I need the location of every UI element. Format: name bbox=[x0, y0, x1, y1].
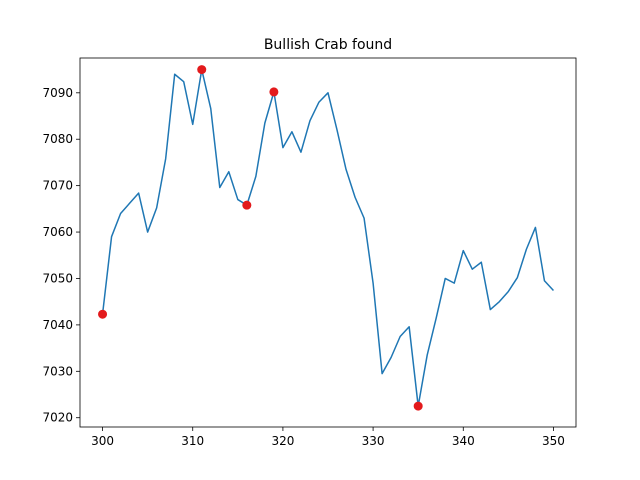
plot-frame bbox=[79, 57, 577, 428]
x-tick-label: 320 bbox=[271, 434, 294, 448]
x-tick-label: 300 bbox=[91, 434, 114, 448]
plot-area bbox=[80, 58, 576, 427]
y-tick-label: 7020 bbox=[42, 411, 73, 425]
x-tick-label: 330 bbox=[362, 434, 385, 448]
x-tick-label: 350 bbox=[542, 434, 565, 448]
pattern-point-0 bbox=[98, 309, 108, 319]
marker-layer bbox=[98, 65, 423, 411]
y-tick-label: 7050 bbox=[42, 271, 73, 285]
x-tick-label: 340 bbox=[452, 434, 475, 448]
pattern-point-1 bbox=[197, 65, 207, 75]
x-tick-label: 310 bbox=[181, 434, 204, 448]
series-layer bbox=[101, 68, 555, 407]
pattern-point-2 bbox=[242, 200, 252, 210]
y-tick-label: 7090 bbox=[42, 86, 73, 100]
x-axis: 300 310 320 330 340 350 bbox=[91, 427, 565, 448]
chart-title: Bullish Crab found bbox=[264, 37, 392, 53]
y-axis: 7020 7030 7040 7050 7060 7070 7080 7090 bbox=[42, 86, 80, 425]
y-tick-label: 7060 bbox=[42, 225, 73, 239]
y-tick-label: 7030 bbox=[42, 364, 73, 378]
pattern-point-4 bbox=[413, 401, 423, 411]
y-tick-label: 7080 bbox=[42, 132, 73, 146]
y-tick-label: 7040 bbox=[42, 318, 73, 332]
y-tick-label: 7070 bbox=[42, 179, 73, 193]
series-line-0 bbox=[101, 68, 555, 407]
pattern-point-3 bbox=[269, 87, 279, 97]
